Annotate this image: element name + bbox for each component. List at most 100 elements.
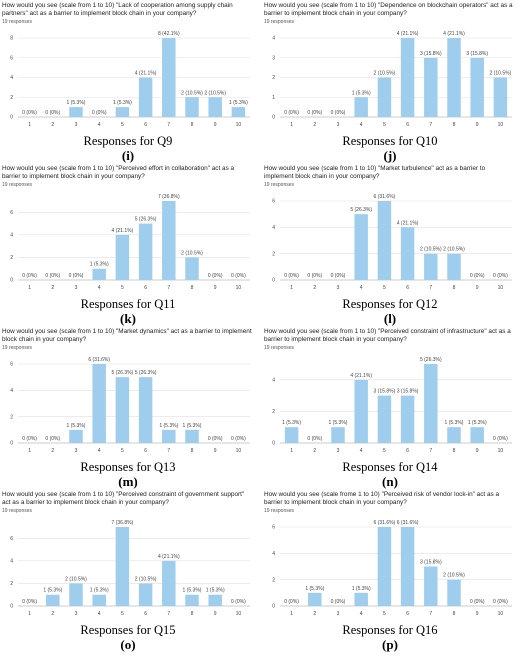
x-tick-label: 10: [498, 611, 504, 617]
chart-title: How would you see (scale from 1 to 10) "…: [2, 2, 233, 17]
bar: [162, 560, 176, 606]
value-label: 1 (5.3%): [352, 586, 371, 592]
bar: [92, 268, 106, 280]
x-tick-label: 7: [167, 611, 170, 617]
x-tick-label: 5: [383, 448, 386, 454]
value-label: 0 (0%): [331, 273, 346, 279]
x-tick-label: 6: [406, 285, 409, 291]
chart-title: How would you see (scale from 1 to 10) "…: [2, 328, 252, 343]
x-tick-label: 9: [214, 122, 217, 128]
value-label: 1 (5.3%): [468, 420, 487, 426]
chart-subtitle: 19 responses: [2, 345, 33, 351]
x-tick-label: 7: [429, 611, 432, 617]
x-tick-label: 10: [498, 285, 504, 291]
y-tick-label: 0: [272, 278, 275, 284]
y-tick-label: 2: [272, 409, 275, 415]
chart: 0 1 2 3 4 0 (0%) 1 0 (0%) 2 0 (0%) 3 1 (5.3%) 4 2 (10…: [272, 31, 512, 128]
value-label: 0 (0%): [493, 599, 508, 605]
value-label: 5 (26.3%): [112, 370, 134, 376]
x-tick-label: 8: [453, 285, 456, 291]
bar: [377, 201, 392, 280]
bar: [470, 57, 484, 117]
value-label: 0 (0%): [284, 110, 299, 116]
bar: [208, 594, 222, 606]
value-label: 0 (0%): [92, 110, 107, 116]
x-tick-label: 4: [360, 611, 363, 617]
chart-panel: How would you see (scale from 1 to 10) "…: [262, 326, 518, 489]
y-tick-label: 4: [10, 233, 13, 239]
value-label: 3 (15.8%): [374, 389, 396, 395]
x-tick-label: 1: [28, 448, 31, 454]
value-label: 0 (0%): [45, 110, 60, 116]
x-tick-label: 2: [51, 122, 54, 128]
chart-subtitle: 19 responses: [264, 508, 295, 514]
y-tick-label: 4: [272, 225, 275, 231]
y-tick-label: 8: [10, 36, 13, 42]
value-label: 1 (5.3%): [229, 100, 248, 106]
x-tick-label: 8: [191, 122, 194, 128]
panel-label: (p): [382, 637, 398, 652]
bar: [162, 38, 176, 117]
x-tick-label: 3: [337, 122, 340, 128]
value-label: 1 (5.3%): [90, 588, 109, 594]
x-tick-label: 8: [453, 611, 456, 617]
bar: [162, 429, 176, 443]
bar: [162, 201, 176, 280]
x-tick-label: 10: [236, 285, 242, 291]
x-tick-label: 1: [290, 448, 293, 454]
value-label: 5 (26.3%): [350, 207, 372, 213]
bar: [447, 253, 461, 280]
x-tick-label: 4: [98, 448, 101, 454]
y-tick-label: 6: [10, 55, 13, 61]
bar: [92, 594, 106, 606]
bar: [69, 429, 83, 443]
value-label: 1 (5.3%): [183, 423, 202, 429]
bar: [377, 527, 392, 606]
x-tick-label: 10: [236, 122, 242, 128]
value-label: 8 (42.1%): [158, 31, 180, 37]
bar: [208, 97, 222, 117]
bar: [400, 395, 415, 443]
bar: [424, 253, 438, 280]
value-label: 0 (0%): [22, 110, 37, 116]
bar: [185, 594, 199, 606]
y-tick-label: 0: [10, 604, 13, 610]
x-tick-label: 7: [429, 448, 432, 454]
value-label: 2 (10.5%): [490, 71, 512, 77]
chart: 0 2 4 6 0 (0%) 1 1 (5.3%) 2 2 (10.5%) 3 1 (5.3%) 4 7…: [10, 520, 250, 617]
y-tick-label: 1: [272, 95, 275, 101]
x-tick-label: 4: [360, 285, 363, 291]
value-label: 5 (26.3%): [135, 217, 157, 223]
value-label: 0 (0%): [470, 599, 485, 605]
x-tick-label: 5: [383, 611, 386, 617]
value-label: 7 (36.8%): [112, 520, 134, 526]
bar: [400, 527, 415, 606]
chart-subtitle: 19 responses: [264, 345, 295, 351]
value-label: 3 (15.8%): [420, 51, 442, 57]
value-label: 0 (0%): [493, 436, 508, 442]
chart-subtitle: 19 responses: [264, 19, 295, 25]
value-label: 2 (10.5%): [135, 576, 157, 582]
bar: [447, 579, 461, 606]
value-label: 3 (15.8%): [466, 51, 488, 57]
x-tick-label: 2: [313, 122, 316, 128]
y-tick-label: 0: [10, 278, 13, 284]
x-tick-label: 6: [144, 122, 147, 128]
chart-panel: How would you see (scale from 1 to 10) "…: [0, 489, 256, 652]
x-tick-label: 4: [360, 122, 363, 128]
value-label: 0 (0%): [331, 110, 346, 116]
bar: [308, 592, 322, 606]
bar: [115, 527, 130, 606]
bar: [400, 227, 415, 280]
bar: [185, 97, 199, 117]
bar: [115, 107, 130, 117]
bar: [231, 107, 246, 117]
y-tick-label: 6: [272, 525, 275, 531]
x-tick-label: 9: [214, 611, 217, 617]
x-tick-label: 9: [476, 448, 479, 454]
value-label: 2 (10.5%): [181, 90, 203, 96]
x-tick-label: 6: [144, 448, 147, 454]
caption: Responses for Q10: [342, 134, 438, 148]
value-label: 0 (0%): [307, 110, 322, 116]
value-label: 0 (0%): [493, 273, 508, 279]
